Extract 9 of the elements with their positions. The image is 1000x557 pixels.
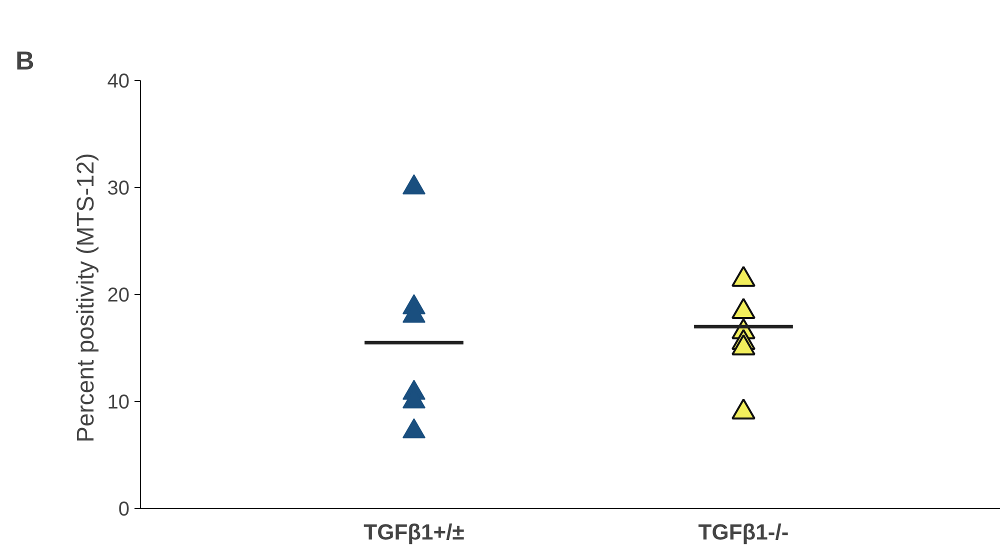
x-tick-label: TGFβ1+/±: [364, 520, 464, 544]
y-tick-label: 20: [107, 284, 130, 306]
chart-title: B: [16, 46, 34, 76]
y-tick-label: 40: [107, 70, 130, 92]
y-tick-label: 30: [107, 178, 130, 200]
y-tick-label: 10: [107, 392, 130, 414]
x-tick-label: TGFβ1-/-: [698, 520, 789, 544]
y-tick-label: 0: [118, 498, 130, 520]
y-axis-title: Percent positivity (MTS-12): [72, 153, 100, 443]
